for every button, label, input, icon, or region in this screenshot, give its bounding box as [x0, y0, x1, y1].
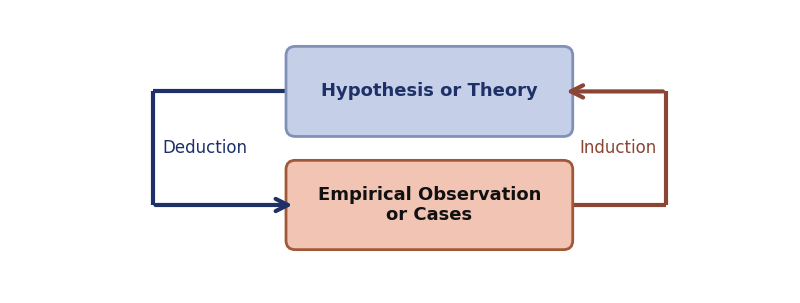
Text: Empirical Observation
or Cases: Empirical Observation or Cases — [318, 186, 541, 225]
FancyBboxPatch shape — [286, 46, 573, 136]
Text: Deduction: Deduction — [162, 139, 247, 157]
Text: Hypothesis or Theory: Hypothesis or Theory — [321, 82, 538, 100]
FancyBboxPatch shape — [286, 160, 573, 250]
Text: Induction: Induction — [579, 139, 657, 157]
